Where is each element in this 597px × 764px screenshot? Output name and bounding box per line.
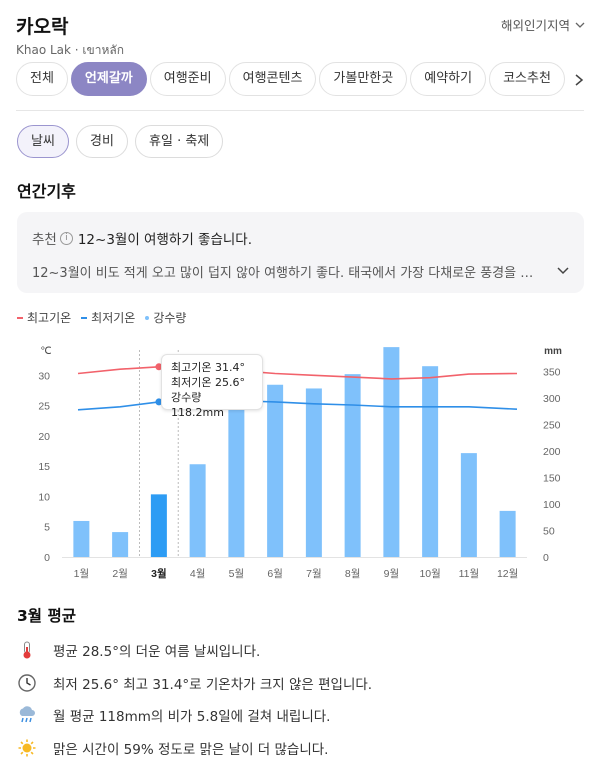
x-tick-label: 7월: [306, 568, 322, 580]
sub-tabs: 날씨 경비 휴일 · 축제: [17, 125, 225, 159]
legend-rain: 강수량: [145, 309, 186, 326]
info-icon[interactable]: i: [59, 231, 73, 245]
x-tick-label: 2월: [112, 568, 128, 580]
subtab-weather[interactable]: 날씨: [17, 125, 69, 158]
y-right-tick-label: 200: [543, 446, 561, 458]
fact-item: 월 평균 118mm의 비가 5.8일에 걸쳐 내립니다.: [17, 699, 584, 732]
x-tick-label: 3월: [151, 567, 167, 580]
legend-min-label: 최저기온: [91, 311, 136, 325]
legend-min-temp: 최저기온: [81, 309, 135, 326]
y-right-tick-label: 350: [543, 367, 561, 379]
x-tick-label: 12월: [497, 568, 518, 580]
tab-all[interactable]: 전체: [16, 62, 68, 96]
x-tick-label: 11월: [459, 568, 480, 580]
monthly-facts: 평균 28.5°의 더운 여름 날씨입니다. 최저 25.6° 최고 31.4°…: [17, 634, 584, 764]
y-left-tick-label: 30: [38, 370, 50, 382]
fact-text: 월 평균 118mm의 비가 5.8일에 걸쳐 내립니다.: [53, 709, 331, 726]
x-tick-label: 10월: [419, 568, 440, 580]
max-temp-point: [155, 363, 163, 371]
x-tick-label: 6월: [267, 568, 283, 580]
min-temp-line: [77, 397, 518, 411]
rain-bar: [150, 494, 167, 557]
monthly-average-title: 3월 평균: [17, 607, 76, 625]
x-tick-label: 8월: [345, 568, 361, 580]
y-right-tick-label: 50: [543, 526, 555, 538]
y-left-tick-label: 20: [38, 431, 50, 443]
recommendation-detail: 12~3월이 비도 적게 오고 많이 덥지 않아 여행하기 좋다. 태국에서 가…: [32, 266, 542, 281]
subtab-holidays[interactable]: 휴일 · 축제: [135, 125, 224, 158]
x-tick-label: 1월: [74, 568, 90, 580]
y-left-tick-label: 0: [44, 552, 50, 564]
tab-travel-prep[interactable]: 여행준비: [149, 62, 226, 96]
page-subtitle: Khao Lak · เขาหลัก: [16, 43, 124, 57]
chevron-down-icon: [575, 22, 585, 28]
rain-bar: [422, 366, 439, 557]
min-temp-point: [155, 398, 163, 406]
clock-icon: [17, 673, 37, 693]
legend-max-temp: 최고기온: [17, 309, 71, 326]
tooltip-min: 최저기온 25.6°: [171, 376, 245, 389]
tab-course[interactable]: 코스추천: [489, 62, 565, 96]
recommendation-box: 추천 i 12~3월이 여행하기 좋습니다. 12~3월이 비도 적게 오고 많…: [17, 212, 584, 293]
rain-bar: [73, 520, 90, 557]
fact-item: 맑은 시간이 59% 정도로 맑은 날이 더 많습니다.: [17, 732, 584, 764]
legend-max-label: 최고기온: [27, 311, 72, 325]
fact-text: 최저 25.6° 최고 31.4°로 기온차가 크지 않은 편입니다.: [53, 676, 373, 693]
page-title: 카오락: [16, 16, 69, 38]
x-tick-label: 5월: [229, 568, 245, 580]
region-label: 해외인기지역: [500, 18, 570, 33]
x-tick-label: 9월: [384, 568, 400, 580]
recommendation-label: 추천: [32, 232, 57, 248]
x-tick-label: 4월: [190, 568, 206, 580]
tab-booking[interactable]: 예약하기: [410, 62, 487, 96]
recommendation-summary: 추천 i 12~3월이 여행하기 좋습니다.: [32, 228, 252, 248]
rain-bar: [189, 464, 206, 557]
region-selector[interactable]: 해외인기지역: [501, 15, 586, 34]
chart-legend: 최고기온 최저기온 강수량: [17, 309, 186, 326]
fact-item: 평균 28.5°의 더운 여름 날씨입니다.: [17, 634, 584, 667]
y-left-tick-label: 15: [38, 461, 50, 473]
main-tabs: 전체 언제갈까 여행준비 여행콘텐츠 가볼만한곳 예약하기 코스추천: [16, 62, 586, 98]
rain-bar: [344, 374, 361, 557]
fact-text: 맑은 시간이 59% 정도로 맑은 날이 더 많습니다.: [53, 741, 329, 758]
y-right-tick-label: 250: [543, 420, 561, 432]
rain-bar: [499, 510, 516, 557]
header: 카오락 Khao Lak · เขาหลัก 해외인기지역: [16, 10, 586, 60]
legend-rain-label: 강수량: [153, 311, 187, 325]
rain-cloud-icon: [17, 705, 37, 725]
sun-icon: [17, 738, 37, 758]
rain-bar: [383, 347, 400, 557]
chevron-down-icon[interactable]: [556, 263, 570, 277]
divider: [16, 110, 584, 111]
recommendation-text: 12~3월이 여행하기 좋습니다.: [77, 232, 252, 248]
tab-attractions[interactable]: 가볼만한곳: [319, 62, 408, 96]
section-title: 연간기후: [17, 182, 76, 201]
y-right-tick-label: 0: [543, 552, 549, 564]
max-temp-line: [77, 366, 518, 380]
rain-bar: [228, 398, 245, 557]
fact-item: 최저 25.6° 최고 31.4°로 기온차가 크지 않은 편입니다.: [17, 667, 584, 700]
y-left-tick-label: 10: [38, 491, 50, 503]
rain-bar: [305, 388, 322, 557]
y-right-tick-label: 300: [543, 393, 561, 405]
chart-tooltip: 최고기온 31.4° 최저기온 25.6° 강수량 118.2mm: [161, 354, 263, 419]
tab-when-to-go[interactable]: 언제갈까: [70, 62, 147, 96]
y-right-tick-label: 100: [543, 499, 561, 511]
fact-text: 평균 28.5°의 더운 여름 날씨입니다.: [53, 644, 261, 661]
y-left-tick-label: 25: [38, 401, 50, 413]
tooltip-rain: 강수량 118.2mm: [171, 391, 224, 419]
chevron-right-icon[interactable]: [573, 73, 585, 87]
rain-bar: [460, 453, 477, 557]
left-axis-unit: ℃: [40, 346, 51, 357]
y-left-tick-label: 5: [44, 522, 50, 534]
tab-travel-content[interactable]: 여행콘텐츠: [228, 62, 317, 96]
rain-bar: [267, 384, 284, 557]
subtab-expenses[interactable]: 경비: [76, 125, 128, 158]
y-right-tick-label: 150: [543, 473, 561, 485]
right-axis-unit: mm: [544, 346, 562, 357]
rain-bar: [112, 532, 129, 557]
thermometer-icon: [17, 640, 37, 660]
tooltip-max: 최고기온 31.4°: [171, 361, 245, 374]
